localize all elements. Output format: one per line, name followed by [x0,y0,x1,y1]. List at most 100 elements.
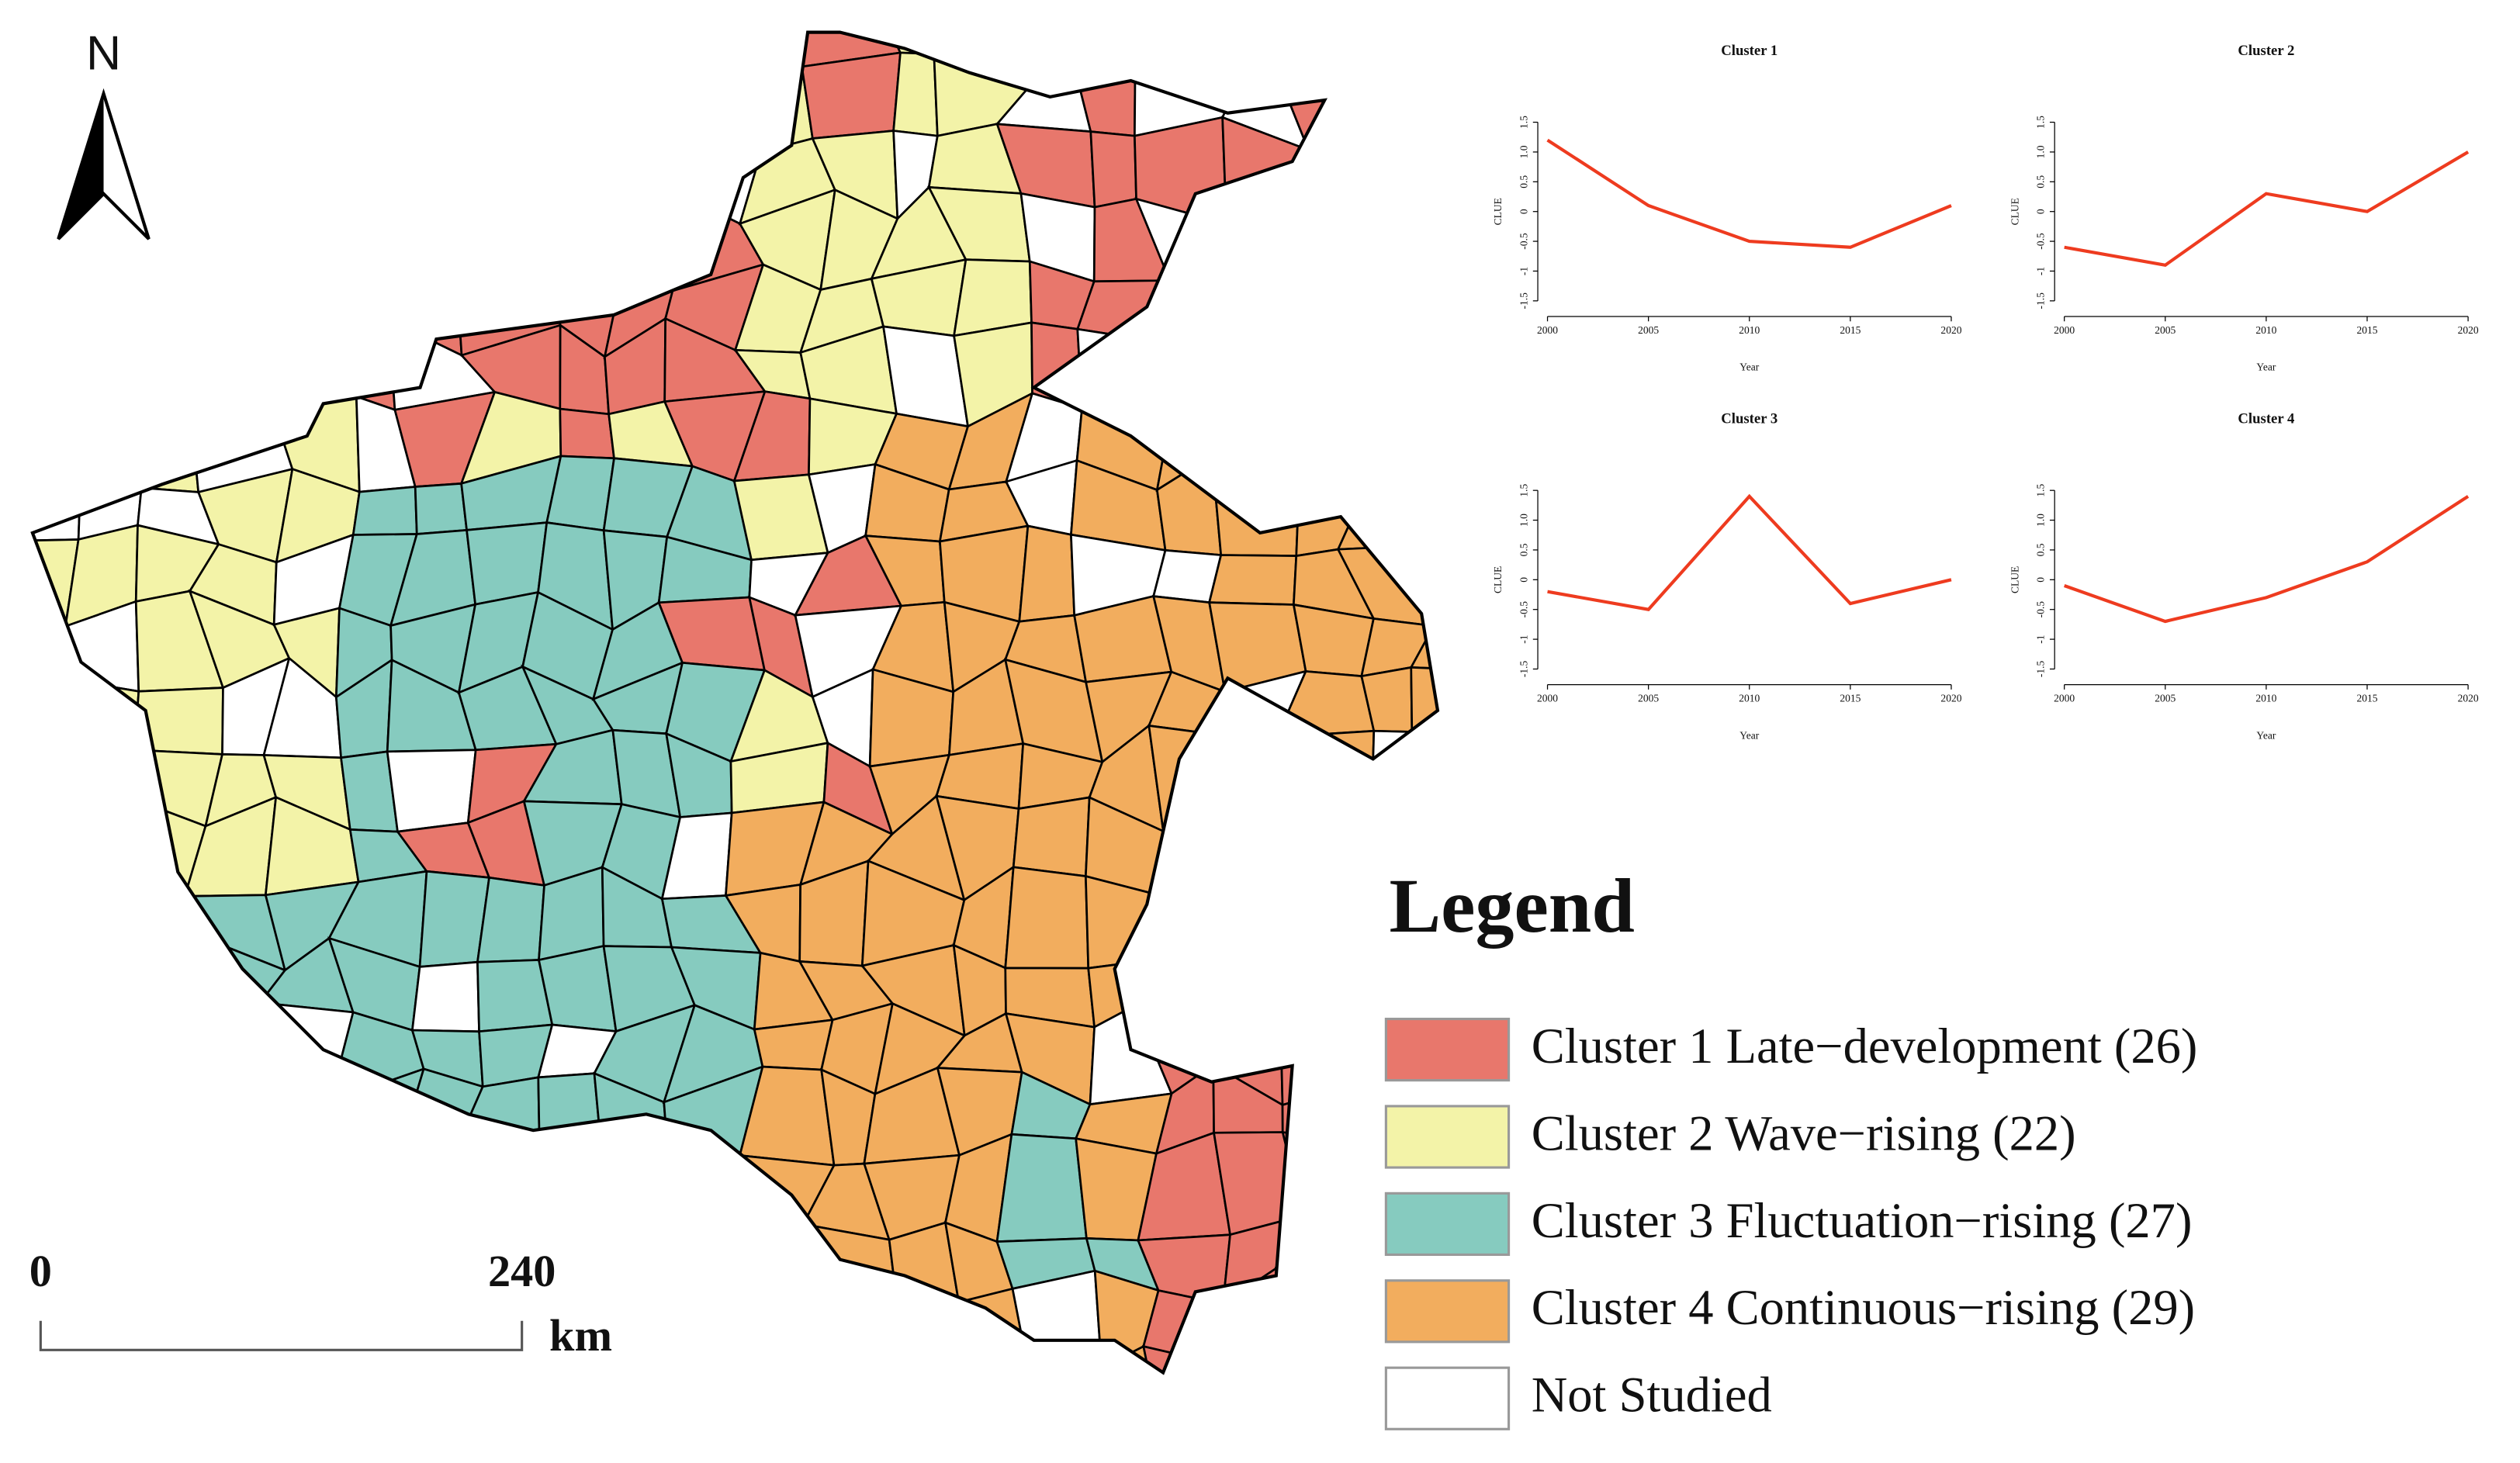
county [199,195,267,275]
x-tick-label: 2015 [2356,692,2377,704]
county [262,1149,325,1210]
county [124,1430,223,1463]
y-tick-label: -0.5 [1518,233,1530,250]
county [32,798,79,897]
county [1154,1423,1214,1463]
county [458,1138,545,1210]
county [1227,885,1303,965]
county [594,1358,677,1373]
county [1338,323,1423,415]
county [61,1064,148,1167]
county [733,1354,832,1373]
county [132,411,200,493]
x-tick-label: 2020 [1940,692,1961,704]
y-tick-label: 1.0 [1518,514,1530,527]
county [1412,531,1438,628]
y-tick-label: 0 [1518,577,1530,583]
x-tick-label: 2005 [1638,692,1659,704]
chart-title: Cluster 2 [2238,43,2294,59]
county [146,943,225,1029]
y-tick-label: 1.5 [2035,483,2047,496]
county [197,1200,291,1287]
county [202,130,275,202]
county [339,1303,430,1373]
county [1212,1420,1288,1463]
county [0,1432,80,1463]
county [751,32,809,82]
province-outline [30,30,1440,1375]
county [1213,1131,1304,1236]
county [126,1012,204,1071]
county [1004,866,1090,970]
county [259,1068,331,1153]
county [1070,32,1155,63]
y-axis-label: CLUE [1492,198,1504,225]
county [126,1064,199,1167]
x-tick-label: 2005 [1638,324,1659,336]
county [32,678,69,759]
y-tick-label: 0.5 [2035,175,2047,188]
x-tick-label: 2010 [1739,692,1760,704]
scale-bar [39,1320,524,1351]
county [602,1154,670,1240]
county [62,943,154,1027]
county [351,485,418,536]
x-tick-label: 2005 [2155,692,2176,704]
county [1354,51,1438,155]
county [538,1150,612,1240]
series-line [2064,150,2470,267]
county [407,32,494,79]
y-tick-label: -1.5 [2035,292,2047,310]
charts: Cluster 1 2000 2005 2010 2015 2020 -1.5 -1 -0.5 0… [1492,43,2479,741]
county [1336,473,1416,551]
county [595,1426,697,1463]
county [1365,32,1418,86]
county [1217,330,1285,429]
county [1134,32,1241,82]
county [32,387,85,493]
county [1407,32,1438,85]
county [32,252,68,358]
county [1300,799,1373,897]
county [47,1275,157,1373]
county [800,51,902,140]
county [753,1274,833,1362]
county [32,886,79,957]
county [614,192,679,293]
county [130,1275,220,1343]
county [811,1420,891,1463]
county [883,1420,952,1463]
x-tick-label: 2000 [1537,324,1558,336]
chart-title: Cluster 4 [2238,411,2295,427]
x-tick-label: 2010 [2255,324,2276,336]
county [1281,1083,1352,1145]
county [538,202,626,287]
y-tick-label: 1.5 [1518,483,1530,496]
county [881,1281,961,1373]
county [321,192,428,270]
y-tick-label: 1.0 [2035,145,2047,158]
county [1282,407,1373,483]
county [132,316,209,417]
county [272,64,356,154]
y-tick-label: 0.5 [2035,543,2047,556]
county [32,1101,74,1161]
county [421,1295,474,1373]
y-tick-label: -0.5 [2035,233,2047,250]
county [1412,475,1438,548]
x-tick-label: 2015 [2356,324,2377,336]
county [471,1350,562,1373]
county [61,1158,153,1214]
county [1133,957,1231,1022]
county [1293,131,1377,208]
county [385,1349,476,1373]
county [411,53,494,150]
county [32,32,62,69]
county [1284,1420,1368,1463]
y-tick-label: 0 [2035,577,2047,583]
county [1275,32,1369,85]
county [1474,534,1559,620]
county [146,57,215,147]
county [188,1138,291,1211]
county [32,195,68,292]
